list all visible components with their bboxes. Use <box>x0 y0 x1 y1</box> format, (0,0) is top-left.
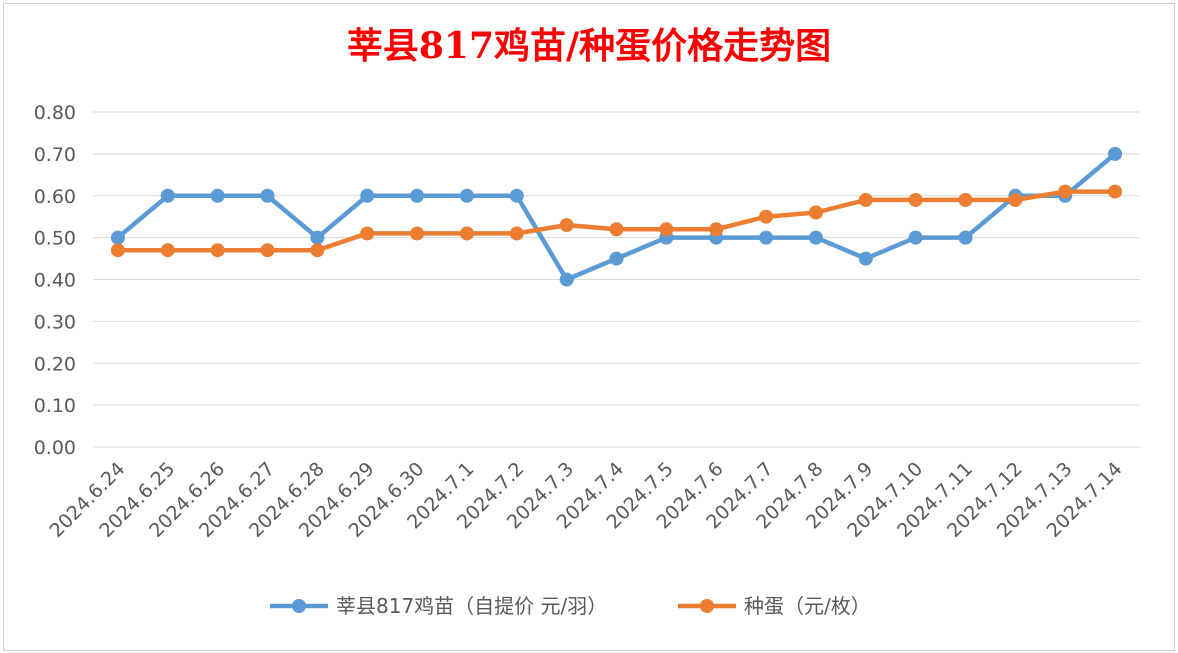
data-point <box>958 192 973 207</box>
data-point <box>260 243 275 258</box>
y-tick-label: 0.20 <box>34 353 76 375</box>
y-axis: 0.00 0.10 0.20 0.30 0.40 0.50 0.60 0.70 0.80 <box>34 102 76 459</box>
data-point <box>858 192 873 207</box>
data-point <box>210 243 225 258</box>
data-point <box>509 226 524 241</box>
data-point <box>858 251 873 266</box>
x-axis: 2024.6.242024.6.252024.6.262024.6.272024… <box>46 458 1127 542</box>
legend: 莘县817鸡苗（自提价 元/羽） 种蛋（元/枚） <box>270 594 871 618</box>
series-1 <box>110 146 1123 287</box>
data-point <box>559 272 574 287</box>
chart-frame <box>3 3 1175 651</box>
legend-swatch-marker <box>292 599 306 613</box>
data-point <box>310 230 325 245</box>
data-point <box>310 243 325 258</box>
y-tick-label: 0.40 <box>34 270 76 292</box>
grid-lines <box>93 111 1140 448</box>
data-point <box>609 251 624 266</box>
chart-title: 莘县817鸡苗/种蛋价格走势图 <box>347 25 831 67</box>
data-point <box>509 188 524 203</box>
y-tick-label: 0.00 <box>34 437 76 459</box>
data-point <box>260 188 275 203</box>
data-point <box>410 226 425 241</box>
data-point <box>410 188 425 203</box>
data-point <box>908 230 923 245</box>
data-point <box>160 188 175 203</box>
legend-label: 莘县817鸡苗（自提价 元/羽） <box>336 594 607 618</box>
y-tick-label: 0.30 <box>34 311 76 333</box>
data-point <box>459 226 474 241</box>
y-tick-label: 0.60 <box>34 186 76 208</box>
y-tick-label: 0.70 <box>34 144 76 166</box>
legend-item-1: 莘县817鸡苗（自提价 元/羽） <box>270 594 607 618</box>
data-point <box>360 226 375 241</box>
data-point <box>110 230 125 245</box>
data-point <box>759 209 774 224</box>
data-point <box>210 188 225 203</box>
y-tick-label: 0.50 <box>34 228 76 250</box>
data-point <box>908 192 923 207</box>
data-point <box>1108 146 1123 161</box>
data-point <box>1058 184 1073 199</box>
legend-swatch-marker <box>700 599 714 613</box>
legend-label: 种蛋（元/枚） <box>744 594 871 618</box>
data-point <box>110 243 125 258</box>
data-point <box>559 218 574 233</box>
data-point <box>160 243 175 258</box>
series-group <box>110 146 1123 287</box>
data-point <box>360 188 375 203</box>
data-point <box>808 205 823 220</box>
data-point <box>609 222 624 237</box>
data-point <box>808 230 823 245</box>
y-tick-label: 0.80 <box>34 102 76 124</box>
data-point <box>459 188 474 203</box>
data-point <box>709 222 724 237</box>
data-point <box>1108 184 1123 199</box>
data-point <box>1008 192 1023 207</box>
data-point <box>659 222 674 237</box>
y-tick-label: 0.10 <box>34 395 76 417</box>
data-point <box>759 230 774 245</box>
data-point <box>958 230 973 245</box>
series-2 <box>110 184 1123 258</box>
legend-item-2: 种蛋（元/枚） <box>678 594 871 618</box>
